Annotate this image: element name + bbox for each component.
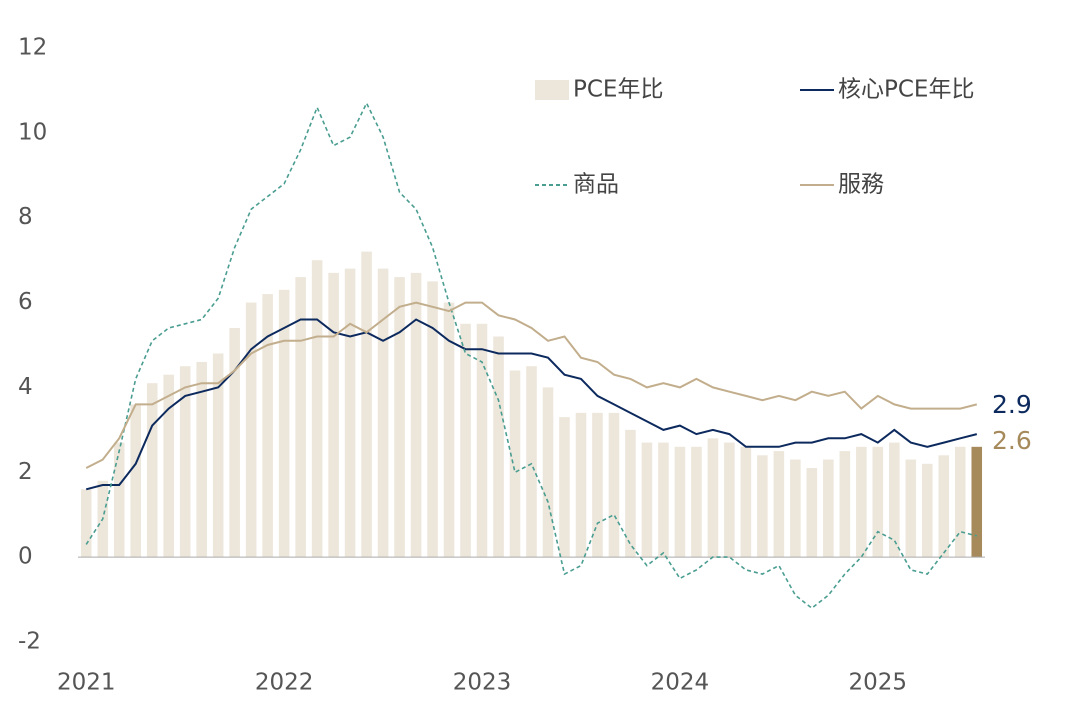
legend-swatch [535, 80, 569, 100]
end-label: 2.6 [992, 426, 1032, 455]
legend-label: PCE年比 [573, 77, 663, 103]
bar [922, 463, 933, 558]
bar [493, 336, 504, 558]
bar [542, 387, 554, 558]
bar [509, 370, 521, 558]
bar [229, 328, 240, 558]
bar [377, 268, 389, 558]
x-tick-label: 2024 [651, 670, 710, 696]
line [85, 101, 977, 610]
y-tick-label: 12 [18, 35, 47, 61]
bar [839, 451, 851, 558]
bar [592, 412, 603, 558]
legend-label: 商品 [573, 172, 619, 198]
bar [179, 366, 191, 558]
bar [790, 459, 801, 558]
bar [625, 429, 636, 558]
bar [113, 442, 125, 558]
bar [806, 468, 818, 558]
bar [80, 489, 92, 558]
legend-label: 核心PCE年比 [838, 77, 974, 103]
bar [361, 251, 372, 558]
end-label: 2.9 [992, 390, 1032, 419]
legend-label: 服務 [838, 172, 884, 198]
bar [608, 412, 620, 558]
x-tick-label: 2025 [849, 670, 908, 696]
bar [130, 404, 141, 558]
bar [146, 383, 158, 558]
bar [212, 353, 224, 558]
y-tick-label: 6 [18, 289, 33, 315]
x-tick-label: 2021 [57, 670, 116, 696]
bar [691, 446, 702, 558]
y-tick-label: 8 [18, 204, 33, 230]
bar [344, 268, 356, 558]
x-tick-label: 2022 [255, 670, 314, 696]
bar [905, 459, 917, 558]
bar [823, 459, 834, 558]
bar [311, 260, 323, 558]
bar [872, 446, 884, 558]
bar [575, 412, 587, 558]
bar [856, 446, 867, 558]
y-tick-label: 0 [18, 544, 33, 570]
bar [410, 272, 422, 558]
x-tick-label: 2023 [453, 670, 512, 696]
y-tick-label: -2 [18, 629, 41, 655]
bar [295, 277, 306, 558]
bar [954, 446, 966, 558]
bar [526, 366, 537, 558]
bar [278, 289, 290, 558]
y-tick-label: 10 [18, 119, 47, 145]
bar [674, 446, 686, 558]
bar [740, 446, 752, 558]
bar [328, 272, 339, 558]
bar [971, 446, 983, 558]
bar [443, 302, 455, 558]
bar [476, 323, 488, 558]
y-tick-label: 2 [18, 459, 33, 485]
bar [262, 294, 273, 558]
y-tick-label: 4 [18, 374, 33, 400]
bar [559, 417, 570, 558]
bar [427, 281, 438, 558]
bar [724, 442, 735, 558]
bar [163, 374, 174, 558]
bar [707, 438, 719, 558]
line [85, 301, 978, 469]
bar [889, 442, 900, 558]
bar [196, 361, 207, 558]
bar [658, 442, 669, 558]
bar [460, 323, 471, 558]
bar [641, 442, 653, 558]
bar [757, 455, 768, 558]
bar [938, 455, 950, 558]
bar [245, 302, 257, 558]
bar [773, 451, 785, 558]
bar [394, 277, 405, 558]
